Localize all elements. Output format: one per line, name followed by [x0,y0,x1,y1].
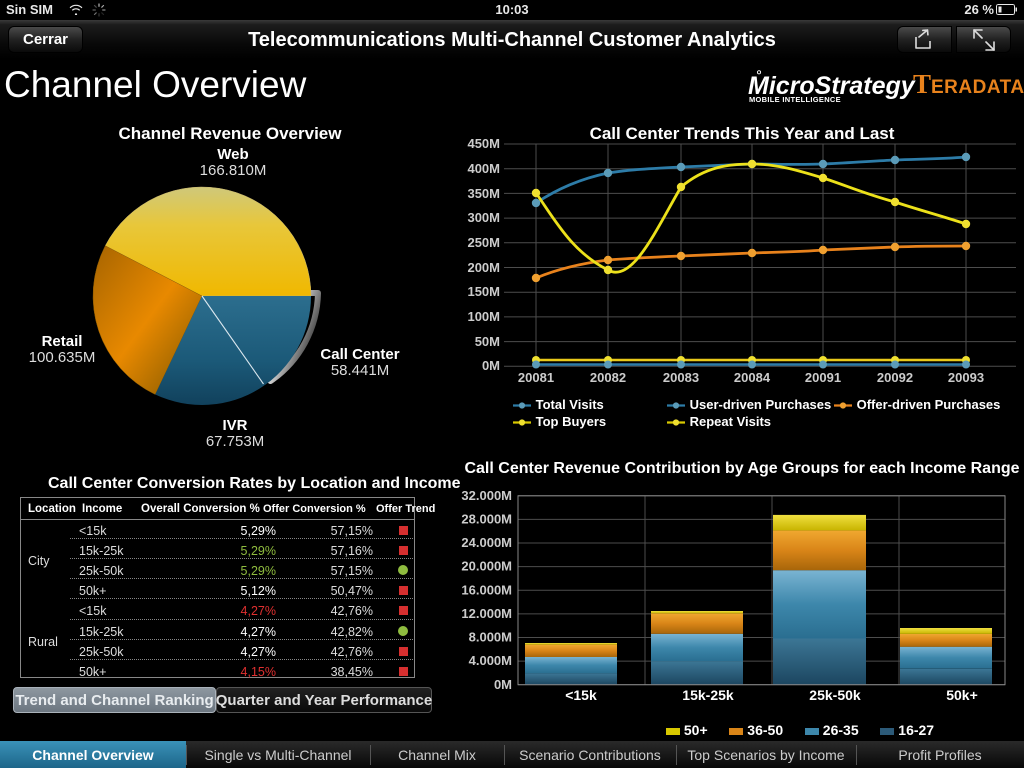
svg-text:20092: 20092 [877,370,913,385]
svg-text:25k-50k: 25k-50k [809,687,861,703]
svg-text:12.000M: 12.000M [461,606,512,621]
svg-text:32.000M: 32.000M [461,488,512,503]
svg-text:24.000M: 24.000M [461,535,512,550]
svg-text:150M: 150M [467,284,500,299]
svg-text:20093: 20093 [948,370,984,385]
svg-text:400M: 400M [467,161,500,176]
svg-text:20082: 20082 [590,370,626,385]
svg-text:50M: 50M [475,334,500,349]
svg-text:20091: 20091 [805,370,841,385]
svg-text:250M: 250M [467,235,500,250]
svg-text:20084: 20084 [734,370,771,385]
svg-text:20.000M: 20.000M [461,559,512,574]
svg-text:20081: 20081 [518,370,554,385]
svg-text:16.000M: 16.000M [461,582,512,597]
svg-text:300M: 300M [467,210,500,225]
svg-text:0M: 0M [494,677,512,692]
svg-text:MOBILE INTELLIGENCE: MOBILE INTELLIGENCE [749,95,841,104]
svg-text:50k+: 50k+ [946,687,978,703]
svg-text:28.000M: 28.000M [461,512,512,527]
svg-text:T: T [913,70,931,99]
svg-text:350M: 350M [467,186,500,201]
svg-text:<15k: <15k [565,687,597,703]
svg-text:15k-25k: 15k-25k [682,687,734,703]
svg-text:20083: 20083 [663,370,699,385]
svg-text:4.000M: 4.000M [469,653,512,668]
svg-text:0M: 0M [482,358,500,373]
svg-text:100M: 100M [467,309,500,324]
svg-text:200M: 200M [467,260,500,275]
svg-text:8.000M: 8.000M [469,630,512,645]
svg-text:ERADATA: ERADATA [931,77,1024,98]
